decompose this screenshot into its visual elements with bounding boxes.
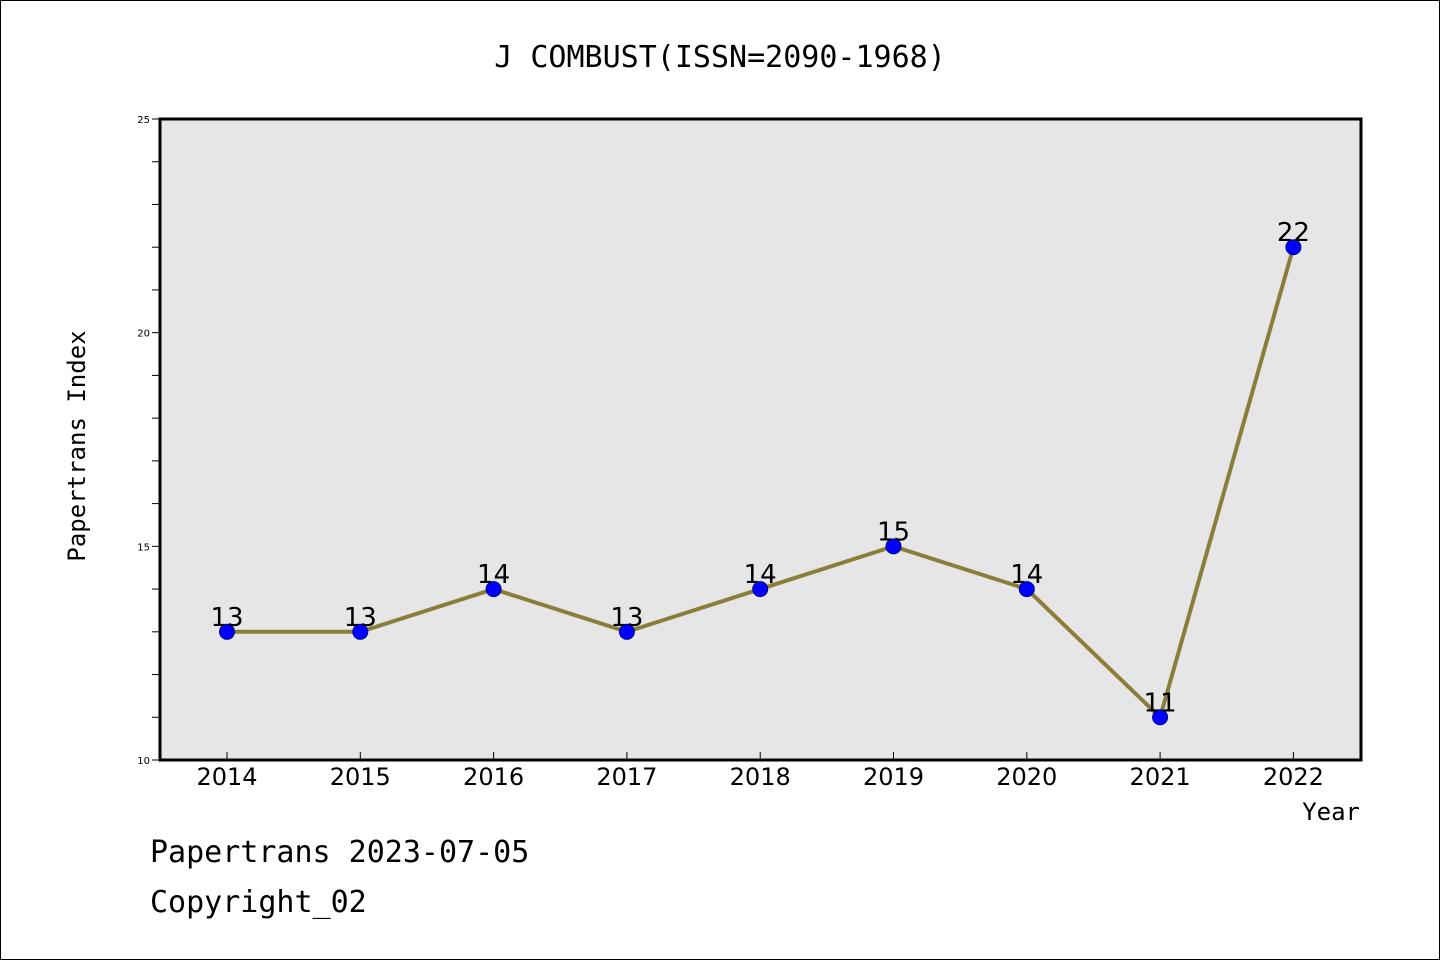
y-axis: 10 15 20 25: [137, 115, 160, 767]
data-label: 15: [877, 517, 910, 547]
data-point: [1152, 709, 1169, 726]
x-tick-label: 2017: [596, 763, 657, 791]
y-tick-label: 20: [137, 329, 150, 340]
chart-title: J COMBUST(ISSN=2090-1968): [494, 40, 946, 75]
x-axis-label: Year: [1302, 798, 1360, 826]
data-label: 11: [1144, 688, 1177, 718]
x-axis: 2014 2015 2016 2017 2018 2019 2020 2021 2022: [196, 752, 1324, 791]
y-tick-label: 15: [137, 542, 150, 553]
data-label: 22: [1277, 218, 1310, 248]
plot-area: [158, 117, 1363, 762]
footer-date-line: Papertrans 2023-07-05: [150, 835, 530, 870]
data-point: [885, 538, 902, 555]
data-point: [1018, 581, 1035, 598]
x-tick-label: 2020: [996, 763, 1057, 791]
x-tick-label: 2022: [1263, 763, 1324, 791]
x-tick-label: 2018: [730, 763, 791, 791]
data-point: [1285, 239, 1302, 256]
data-point: [352, 623, 369, 640]
data-label: 14: [744, 560, 777, 590]
data-point: [219, 623, 235, 640]
x-tick-label: 2021: [1130, 763, 1191, 791]
data-label: 13: [610, 603, 643, 633]
data-label: 13: [344, 603, 377, 633]
x-tick-label: 2019: [863, 763, 924, 791]
y-tick-label: 25: [137, 115, 150, 126]
data-point: [618, 623, 635, 640]
data-labels: 13 13 14 13 14 15 14 11 22: [210, 218, 1309, 718]
data-point: [485, 581, 502, 598]
y-axis-label: Papertrans Index: [63, 330, 91, 561]
data-label: 14: [477, 560, 510, 590]
y-tick-label: 10: [137, 756, 150, 767]
data-label: 14: [1010, 560, 1043, 590]
x-tick-label: 2015: [330, 763, 391, 791]
data-label: 13: [210, 603, 243, 633]
markers: [219, 239, 1302, 726]
x-tick-label: 2014: [196, 763, 257, 791]
footer-copyright: Copyright_02: [150, 885, 367, 920]
data-point: [752, 581, 769, 598]
x-tick-label: 2016: [463, 763, 524, 791]
